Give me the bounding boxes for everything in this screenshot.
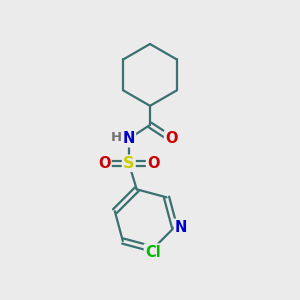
Text: O: O (165, 131, 178, 146)
Text: O: O (147, 156, 160, 171)
Text: Cl: Cl (145, 244, 161, 260)
Text: N: N (175, 220, 187, 235)
Text: H: H (111, 131, 122, 144)
Text: N: N (123, 131, 135, 146)
Text: S: S (123, 156, 135, 171)
Text: O: O (98, 156, 111, 171)
